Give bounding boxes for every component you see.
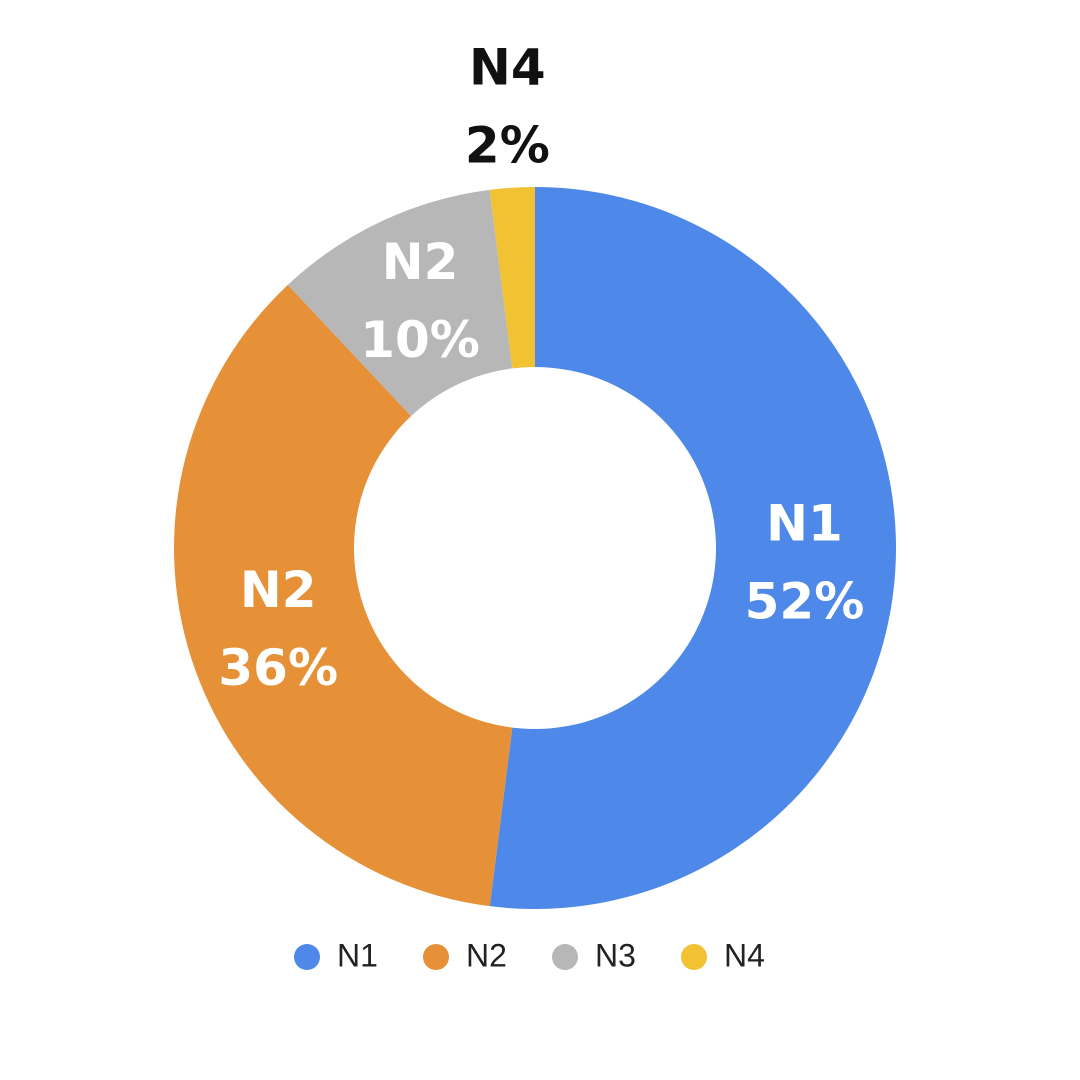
legend-label: N1 — [337, 937, 378, 973]
legend-swatch — [552, 944, 578, 970]
slice-value: 10% — [360, 311, 480, 369]
legend-label: N3 — [595, 937, 636, 973]
legend-label: N4 — [724, 937, 765, 973]
slice-name: N4 — [469, 38, 546, 96]
slice-value: 36% — [218, 639, 338, 697]
slice-name: N1 — [766, 494, 843, 552]
legend-swatch — [294, 944, 320, 970]
donut-slice — [287, 189, 513, 417]
slice-name: N2 — [240, 561, 317, 619]
slice-value: 2% — [465, 116, 550, 174]
slice-value: 52% — [745, 572, 865, 630]
legend-swatch — [681, 944, 707, 970]
slice-name: N2 — [382, 233, 459, 291]
donut-slice — [489, 187, 535, 369]
legend-swatch — [423, 944, 449, 970]
donut-slice — [489, 187, 897, 909]
donut-slice — [173, 284, 513, 907]
legend-label: N2 — [466, 937, 507, 973]
